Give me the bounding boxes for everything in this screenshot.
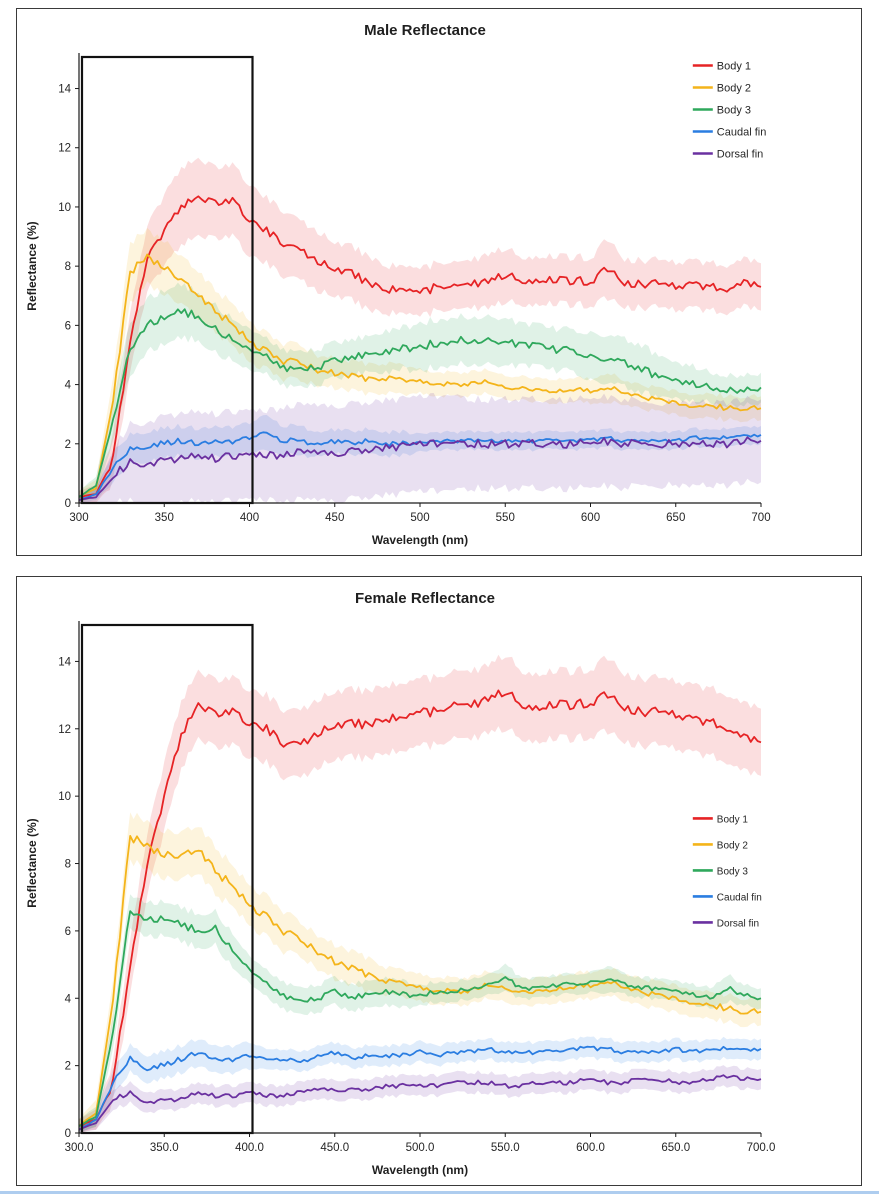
series-band-3 — [79, 1036, 761, 1133]
series-line-0 — [79, 195, 762, 498]
x-axis-label: Wavelength (nm) — [371, 1163, 469, 1177]
x-tick-label: 600.0 — [576, 1142, 605, 1154]
x-tick-label: 700 — [751, 512, 770, 524]
y-tick-label: 6 — [65, 320, 71, 332]
x-tick-label: 650.0 — [661, 1142, 690, 1154]
x-axis-label: Wavelength (nm) — [371, 533, 469, 547]
y-tick-label: 2 — [65, 1061, 71, 1073]
x-tick-label: 300.0 — [65, 1142, 94, 1154]
female-chart-canvas: 0 2 4 6 8 10 12 14 300.0 350.0 400.0 450.0 500.0 550.… — [58, 621, 776, 1154]
y-axis-label: Reflectance (%) — [25, 818, 39, 908]
x-tick-label: 650 — [666, 512, 685, 524]
legend-label-2: Body 3 — [717, 866, 749, 877]
series-band-0 — [79, 654, 761, 1133]
legend-label-1: Body 2 — [717, 840, 749, 851]
y-tick-label: 0 — [65, 1128, 71, 1140]
y-tick-label: 4 — [65, 993, 72, 1005]
series-line-3 — [78, 1045, 762, 1131]
y-tick-label: 8 — [65, 859, 71, 871]
legend-label-1: Body 2 — [717, 83, 751, 95]
y-tick-label: 0 — [65, 498, 71, 510]
legend-label-0: Body 1 — [717, 61, 751, 73]
y-tick-label: 10 — [58, 202, 71, 214]
series-line-1 — [78, 253, 762, 498]
y-tick-label: 10 — [58, 791, 71, 803]
x-tick-label: 450 — [325, 512, 344, 524]
chart-title: Female Reflectance — [354, 590, 496, 607]
legend-label-0: Body 1 — [717, 814, 749, 825]
series-band-0 — [79, 157, 761, 504]
series-band-1 — [79, 812, 761, 1133]
y-axis-label: Reflectance (%) — [25, 220, 39, 311]
legend-label-4: Dorsal fin — [717, 149, 763, 161]
series-band-2 — [79, 894, 761, 1133]
x-tick-label: 350.0 — [150, 1142, 179, 1154]
legend-label-3: Caudal fin — [717, 892, 762, 903]
series-line-2 — [78, 910, 762, 1127]
series-band-3 — [79, 414, 761, 503]
x-tick-label: 550.0 — [491, 1142, 520, 1154]
chart-title: Male Reflectance — [364, 22, 486, 39]
x-tick-label: 500.0 — [406, 1142, 435, 1154]
legend-label-2: Body 3 — [717, 105, 751, 117]
series-line-0 — [78, 689, 762, 1127]
x-tick-label: 500 — [410, 512, 429, 524]
series-band-2 — [79, 282, 761, 503]
series-line-4 — [78, 1074, 762, 1131]
series-line-4 — [78, 436, 762, 501]
female-reflectance-panel: 0 2 4 6 8 10 12 14 300.0 350.0 400.0 450.0 500.0 550.… — [16, 576, 862, 1186]
x-tick-label: 400 — [240, 512, 259, 524]
y-tick-label: 14 — [58, 656, 71, 668]
male-reflectance-panel: 0 2 4 6 8 10 12 14 300 350 400 450 500 550 600 650 700 Bo… — [16, 8, 862, 556]
legend-label-3: Caudal fin — [717, 127, 767, 139]
series-line-2 — [78, 308, 762, 498]
x-tick-label: 600 — [581, 512, 600, 524]
y-tick-label: 12 — [58, 143, 71, 155]
y-tick-label: 8 — [65, 261, 71, 273]
legend-label-4: Dorsal fin — [717, 918, 759, 929]
y-tick-label: 12 — [58, 724, 71, 736]
x-tick-label: 350 — [155, 512, 174, 524]
x-tick-label: 400.0 — [235, 1142, 264, 1154]
x-tick-label: 450.0 — [320, 1142, 349, 1154]
y-tick-label: 4 — [65, 380, 72, 392]
x-tick-label: 300 — [69, 512, 88, 524]
y-tick-label: 14 — [58, 84, 71, 96]
x-tick-label: 550 — [496, 512, 515, 524]
page-bottom-rule — [0, 1191, 879, 1194]
y-tick-label: 6 — [65, 926, 71, 938]
series-line-1 — [78, 835, 762, 1127]
x-tick-label: 700.0 — [747, 1142, 776, 1154]
series-band-4 — [79, 1065, 761, 1133]
series-band-4 — [79, 393, 761, 503]
y-tick-label: 2 — [65, 439, 71, 451]
male-chart-canvas: 0 2 4 6 8 10 12 14 300 350 400 450 500 550 600 650 700 Bo… — [58, 53, 771, 524]
